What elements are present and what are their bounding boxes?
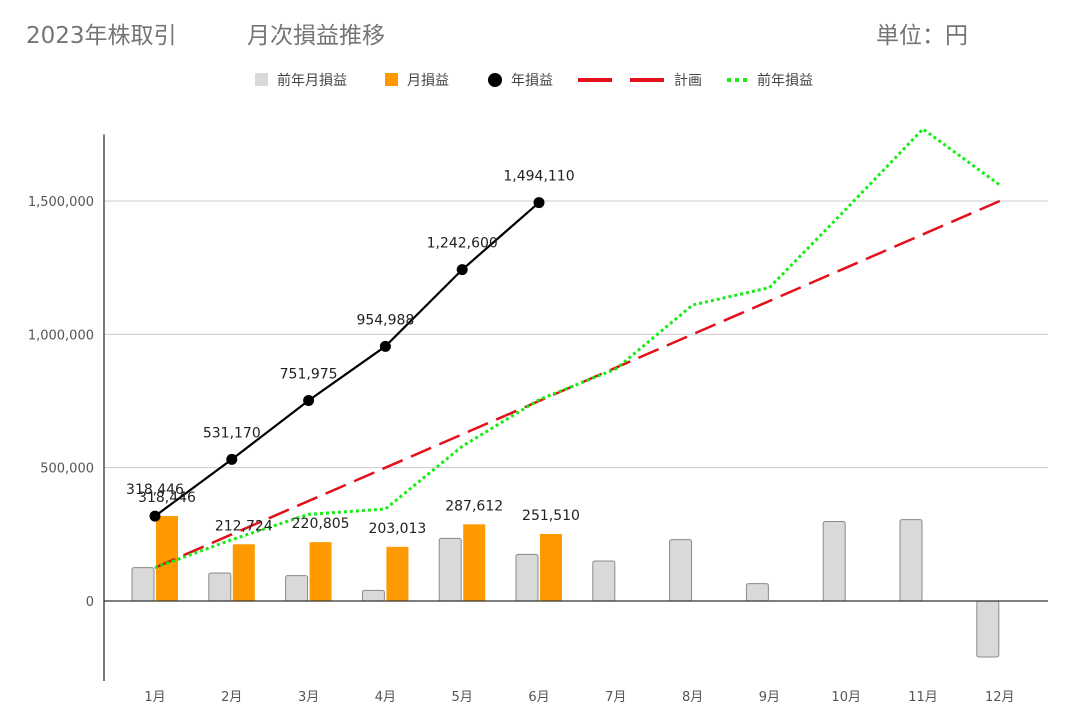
month-data-label: 203,013 (368, 521, 426, 537)
gridlines (104, 200, 1048, 469)
y-tick-label: 1,500,000 (28, 195, 94, 210)
year-data-label: 751,975 (280, 366, 338, 382)
x-tick-label: 6月 (528, 690, 549, 705)
year-data-label: 318,446 (126, 482, 184, 498)
year-point (226, 453, 238, 465)
data-labels: 318,446 531,170 751,975 954,988 1,242,600 1,4… (126, 169, 580, 537)
prev-month-bar (592, 560, 616, 602)
prev-month-bar (361, 589, 385, 602)
prev-year-line (154, 127, 1001, 570)
x-tick-label: 10月 (831, 690, 861, 705)
year-data-label: 531,170 (203, 425, 261, 441)
year-data-label: 1,242,600 (427, 236, 498, 252)
prev-month-bar (822, 521, 846, 602)
year-line (154, 201, 540, 517)
legend-label: 前年損益 (757, 72, 813, 89)
x-tick-label: 4月 (375, 690, 396, 705)
x-tick-label: 8月 (682, 690, 703, 705)
series-lines (149, 127, 1001, 570)
month-data-label: 212,724 (215, 518, 273, 534)
month-bars (156, 516, 562, 601)
legend-label: 前年月損益 (277, 72, 347, 89)
legend: 前年月損益 月損益 年損益 計画 前年損益 (255, 72, 813, 89)
month-bar (156, 516, 178, 601)
prev-month-bar (438, 537, 462, 602)
prev-month-bar (745, 583, 769, 602)
prev-month-bar (285, 575, 309, 602)
year-point (149, 510, 161, 522)
y-tick-label: 1,000,000 (28, 328, 94, 343)
prev-month-bar (208, 572, 232, 602)
x-tick-label: 11月 (908, 690, 938, 705)
month-bar (540, 533, 562, 601)
prev-month-bar (669, 539, 693, 602)
month-bar (463, 524, 486, 601)
x-tick-label: 9月 (759, 690, 780, 705)
x-tick-label: 2月 (221, 690, 242, 705)
legend-label: 月損益 (407, 73, 449, 89)
month-data-label: 287,612 (445, 498, 503, 514)
legend-label: 年損益 (511, 73, 553, 89)
prev-month-bars (131, 519, 1000, 658)
unit-label: 単位：円 (876, 23, 968, 49)
prev-month-bar (899, 519, 923, 602)
month-data-label: 220,805 (292, 516, 350, 532)
x-tick-label: 7月 (605, 690, 626, 705)
prev-month-bar (131, 567, 155, 602)
legend-swatch (255, 73, 268, 86)
x-axis-ticks: 1月 2月 3月 4月 5月 6月 7月 8月 9月 10月 11月 12月 (144, 690, 1014, 705)
month-bar (309, 542, 332, 601)
legend-label: 計画 (674, 73, 702, 89)
year-point (379, 340, 391, 352)
y-axis-ticks: 0 500,000 1,000,000 1,500,000 (28, 195, 94, 610)
x-tick-label: 1月 (144, 690, 165, 705)
y-tick-label: 0 (86, 595, 94, 610)
chart-title: 2023年株取引 (26, 23, 177, 49)
axes (103, 134, 1048, 681)
legend-swatch (385, 73, 398, 86)
legend-swatch (488, 73, 502, 87)
chart-subtitle: 月次損益推移 (247, 23, 385, 49)
prev-month-bar (515, 553, 539, 602)
year-point (456, 264, 468, 276)
month-data-label: 251,510 (522, 508, 580, 524)
month-data-label: 318,446 (138, 490, 196, 506)
x-tick-label: 3月 (298, 690, 319, 705)
year-point (533, 197, 545, 209)
month-bar (386, 546, 409, 601)
month-bar (232, 544, 255, 601)
year-point (303, 394, 315, 406)
year-data-label: 1,494,110 (503, 169, 574, 185)
x-tick-label: 12月 (985, 690, 1015, 705)
prev-month-bar (976, 600, 1000, 658)
year-data-label: 954,988 (356, 312, 414, 328)
x-tick-label: 5月 (452, 690, 473, 705)
y-tick-label: 500,000 (40, 462, 94, 477)
